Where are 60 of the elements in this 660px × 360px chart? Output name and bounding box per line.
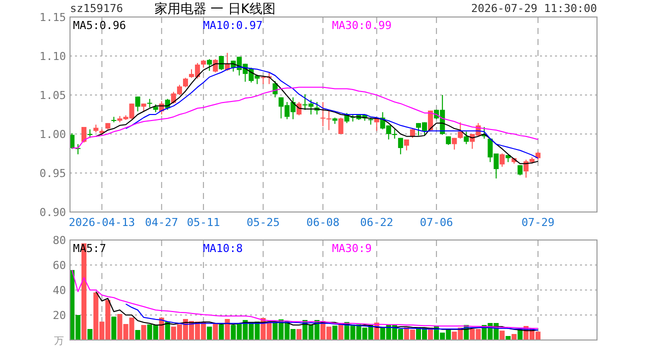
x-tick-label: 04-27 [145,216,178,229]
x-tick-label: 05-25 [246,216,280,229]
candlestick [218,56,224,71]
candlestick [338,117,344,134]
x-tick-label: 06-22 [360,216,394,229]
candlestick [518,164,523,176]
text: 2026-07-29 11:30:00 [471,2,597,15]
candlestick [374,118,380,132]
line-series [125,304,538,330]
candlestick [500,153,505,168]
candlestick [458,122,463,140]
bar [500,330,505,340]
candlestick [296,102,302,116]
x-tick-label: 05-11 [186,216,220,229]
bar [212,323,218,340]
bar [206,326,212,340]
bar [135,330,140,340]
y-tick-label: 0.90 [40,206,66,219]
bar [141,325,146,340]
candlestick [410,128,416,138]
x-tick-label: 07-06 [420,216,453,229]
candlestick [464,131,469,145]
candlestick [212,58,218,73]
candlestick [183,77,188,88]
bar [87,329,92,340]
chart-title: 家用电器 一 日K线图 [154,1,276,17]
text: sz159176 [70,2,123,15]
candlestick [326,110,332,131]
y-axis-title: 万 [54,336,64,347]
y-tick-label: 80 [52,234,66,247]
y-tick-label: 40 [52,284,66,297]
x-tick-label: 06-08 [306,216,340,229]
x-tick-label: 07-29 [521,216,555,229]
y-tick-label: 0.95 [40,167,66,180]
bar [224,319,230,340]
bar [111,316,116,340]
candlestick [81,126,86,144]
text: MA30:9 [332,242,372,255]
candlestick [320,102,326,127]
bar [338,324,344,340]
candlestick [135,96,140,112]
y-tick-label: 1.00 [40,128,66,141]
y-tick-label: 60 [52,259,66,272]
line-series [72,270,538,329]
text: MA10:0.97 [203,19,263,32]
text: MA10:8 [203,242,243,255]
y-tick-label: 1.15 [40,11,66,24]
y-tick-label: 1.05 [40,89,66,102]
bar [296,329,302,340]
candlestick [398,137,404,155]
bar [512,334,517,340]
y-tick-label: 1.10 [40,50,66,63]
text: MA30:0.99 [332,19,392,32]
bar [332,326,338,340]
text: MA5:0.96 [73,19,126,32]
bar [218,324,224,340]
candlestick [392,128,398,140]
candlestick [206,58,212,72]
y-tick-label: 20 [52,309,66,322]
x-tick-label: 2026-04-13 [68,216,135,229]
